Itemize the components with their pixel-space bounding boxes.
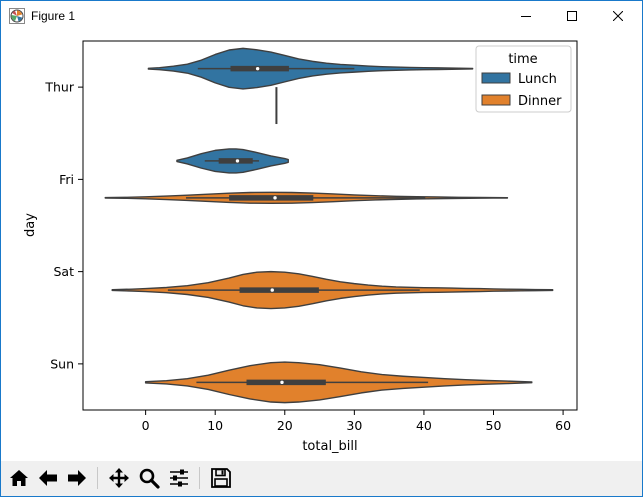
window-title: Figure 1 [31, 9, 76, 23]
violin-median-dinner-sat [270, 288, 274, 292]
save-button[interactable] [207, 464, 235, 492]
violin-chart: 0 10 20 30 40 50 60 Thur Fri Sat Sun time Lunch Di… [23, 40, 578, 454]
home-button[interactable] [5, 464, 33, 492]
x-tick-label: 40 [416, 418, 432, 433]
legend-title: time [508, 52, 537, 67]
legend-swatch-lunch [481, 72, 511, 84]
home-icon [8, 467, 30, 489]
x-tick-label: 10 [207, 418, 223, 433]
minimize-button[interactable] [503, 1, 549, 31]
figure-canvas[interactable]: 0 10 20 30 40 50 60 Thur Fri Sat Sun time Lunch Di… [1, 31, 642, 461]
y-tick-label: Sun [50, 356, 74, 371]
x-tick-label: 0 [142, 418, 150, 433]
legend-swatch-dinner [481, 94, 511, 106]
navigation-toolbar [1, 461, 642, 496]
violin-median-dinner-fri [273, 196, 277, 200]
zoom-button[interactable] [135, 464, 163, 492]
magnifier-icon [138, 467, 160, 489]
matplotlib-figure-icon [9, 8, 25, 24]
violin-layer [104, 47, 554, 404]
toolbar-separator [199, 467, 200, 489]
maximize-icon [567, 11, 577, 21]
violin-median-lunch-thur [255, 66, 260, 71]
violin-median-dinner-sun [280, 380, 284, 385]
tick-layer: 0 10 20 30 40 50 60 Thur Fri Sat Sun [44, 80, 571, 433]
legend-label-lunch: Lunch [518, 72, 557, 87]
arrow-right-icon [66, 467, 88, 489]
maximize-button[interactable] [549, 1, 595, 31]
pan-button[interactable] [105, 464, 133, 492]
arrow-left-icon [37, 467, 59, 489]
move-icon [108, 467, 130, 489]
y-tick-label: Fri [59, 172, 74, 187]
x-axis-label: total_bill [302, 439, 357, 454]
y-tick-label: Thur [44, 80, 74, 95]
violin-median-lunch-fri [235, 159, 240, 163]
toolbar-separator [97, 467, 98, 489]
sliders-icon [168, 467, 190, 489]
floppy-disk-icon [210, 467, 232, 489]
x-tick-label: 60 [555, 418, 571, 433]
legend-label-dinner: Dinner [518, 94, 562, 109]
x-tick-label: 30 [346, 418, 362, 433]
x-tick-label: 50 [486, 418, 502, 433]
x-tick-label: 20 [277, 418, 293, 433]
close-icon [613, 11, 623, 21]
y-axis-label: day [23, 213, 38, 237]
close-button[interactable] [595, 1, 641, 31]
axes-frame [82, 40, 578, 411]
configure-subplots-button[interactable] [165, 464, 193, 492]
legend: time Lunch Dinner [475, 45, 572, 113]
y-tick-label: Sat [54, 264, 75, 279]
minimize-icon [521, 11, 531, 21]
back-button[interactable] [34, 464, 62, 492]
forward-button[interactable] [63, 464, 91, 492]
title-bar[interactable]: Figure 1 [1, 1, 642, 31]
